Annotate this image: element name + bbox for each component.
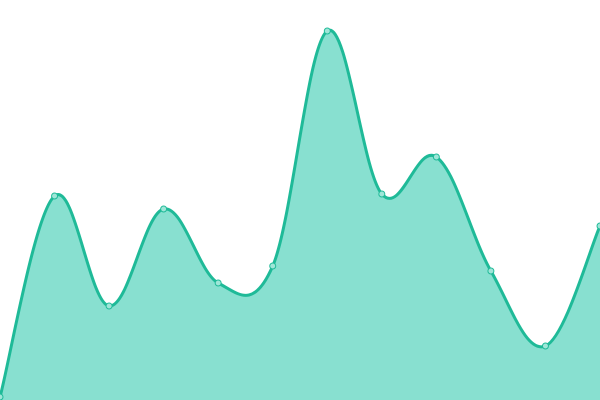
data-point (269, 262, 277, 270)
data-point (160, 205, 168, 213)
data-point (487, 267, 495, 275)
area-fill (0, 30, 600, 400)
data-point (214, 279, 222, 287)
data-point (105, 302, 113, 310)
data-point (596, 222, 600, 230)
data-points (0, 27, 600, 400)
data-point (51, 192, 59, 200)
data-point (0, 393, 4, 400)
data-point (541, 342, 549, 350)
data-point (432, 153, 440, 161)
data-point (378, 190, 386, 198)
data-point (323, 27, 331, 35)
